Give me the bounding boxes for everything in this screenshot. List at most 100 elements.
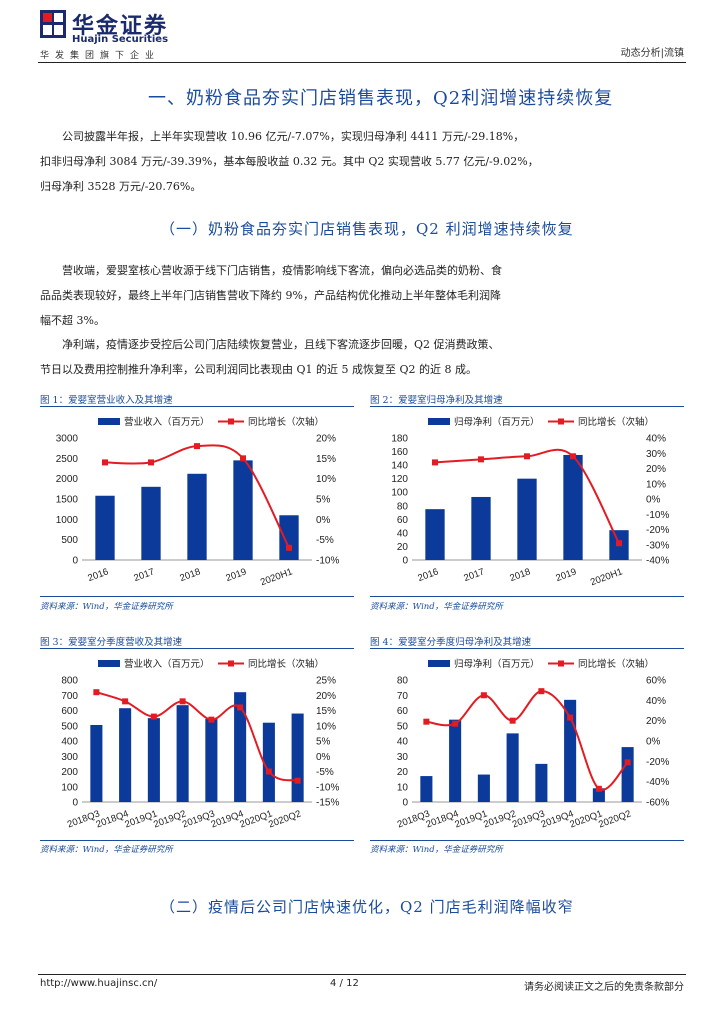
- bar: [621, 747, 634, 802]
- paragraph-1-line-2: 扣非归母净利 3084 万元/-39.39%，基本每股收益 0.32 元。其中 …: [40, 155, 539, 168]
- logo-text-cn: 华金证券: [72, 14, 169, 39]
- paragraph-2: 营收端，爱婴室核心营收源于线下门店销售，疫情影响线下客流，偏向必选品类的奶粉、食…: [40, 258, 685, 333]
- y2-tick-label: 20%: [316, 691, 336, 702]
- y2-tick-label: 30%: [646, 449, 666, 460]
- header-report-type: 动态分析|流镇: [620, 48, 684, 59]
- x-tick-label: 2020Q2: [267, 808, 303, 830]
- paragraph-2-line-2: 品品类表现较好，最终上半年门店销售营收下降约 9%，产品结构优化推动上半年整体毛…: [40, 289, 501, 302]
- y-tick-label: 80: [397, 501, 409, 512]
- x-tick-label: 2018: [178, 566, 202, 584]
- y-tick-label: 3000: [56, 434, 79, 445]
- y-tick-label: 40: [397, 737, 409, 748]
- growth-point: [179, 698, 186, 705]
- legend-swatch-bar: [428, 418, 450, 425]
- x-tick-label: 2020H1: [259, 566, 294, 588]
- bar: [119, 708, 132, 802]
- bar: [477, 774, 490, 802]
- growth-point: [148, 459, 154, 466]
- figure-2-title: 图 2：爱婴室归母净利及其增速: [370, 395, 503, 406]
- legend-marker-growth: [228, 418, 234, 425]
- logo-icon: [40, 10, 66, 38]
- y2-tick-label: -15%: [316, 798, 339, 809]
- y-tick-label: 1500: [56, 495, 79, 506]
- y2-tick-label: -20%: [646, 525, 669, 536]
- growth-point: [265, 768, 272, 775]
- bar: [449, 719, 462, 802]
- legend-label-bar: 营业收入（百万元）: [124, 658, 210, 670]
- chart-legend: 归母净利（百万元） 同比增长（次轴）: [428, 658, 654, 670]
- figure-2-source: 资料来源：Wind，华金证券研究所: [370, 602, 503, 612]
- bar: [471, 496, 491, 560]
- y-tick-label: 60: [397, 515, 409, 526]
- y-tick-label: 500: [61, 535, 78, 546]
- growth-point: [240, 455, 246, 462]
- chart-legend: 归母净利（百万元） 同比增长（次轴）: [428, 416, 654, 428]
- growth-point: [478, 456, 484, 463]
- y2-tick-label: 25%: [316, 676, 336, 687]
- chart-legend: 营业收入（百万元） 同比增长（次轴）: [98, 416, 324, 428]
- y-tick-label: 200: [61, 767, 78, 778]
- legend-label-growth: 同比增长（次轴）: [578, 658, 654, 670]
- figure-4-rule: [370, 648, 684, 649]
- growth-point: [286, 544, 292, 551]
- y-tick-label: 100: [391, 488, 408, 499]
- bar: [90, 724, 103, 802]
- footer-page-number: 4 / 12: [330, 978, 359, 989]
- y2-tick-label: -10%: [316, 782, 339, 793]
- legend-label-growth: 同比增长（次轴）: [248, 658, 324, 670]
- legend-label-bar: 归母净利（百万元）: [454, 416, 540, 428]
- x-tick-label: 2017: [132, 566, 156, 584]
- x-tick-label: 2020Q2: [597, 808, 633, 830]
- footer-url[interactable]: http://www.huajinsc.cn/: [40, 978, 158, 989]
- figure-3-rule: [40, 648, 354, 649]
- figure-3-source-rule: [40, 840, 354, 841]
- growth-point: [294, 777, 301, 784]
- y2-tick-label: 20%: [646, 464, 666, 475]
- y-tick-label: 0: [402, 556, 408, 567]
- y2-tick-label: -10%: [646, 510, 669, 521]
- y2-tick-label: 15%: [316, 454, 336, 465]
- paragraph-1: 公司披露半年报，上半年实现营收 10.96 亿元/-7.07%，实现归母净利 4…: [40, 124, 685, 199]
- growth-point: [423, 718, 430, 725]
- bar: [279, 515, 299, 560]
- x-tick-label: 2019: [554, 566, 578, 584]
- y-tick-label: 400: [61, 737, 78, 748]
- bar: [234, 692, 247, 802]
- growth-point: [237, 704, 244, 711]
- y2-tick-label: 5%: [316, 495, 331, 506]
- bar: [205, 718, 218, 802]
- growth-point: [567, 714, 574, 721]
- y-tick-label: 140: [391, 461, 408, 472]
- figure-1-rule: [40, 406, 354, 407]
- legend-marker-growth: [228, 660, 234, 667]
- chart-2: 归母净利（百万元） 同比增长（次轴） 0 20 40 60 80 100 120 140 160 18…: [391, 416, 669, 588]
- growth-point: [432, 459, 438, 466]
- y2-tick-label: -60%: [646, 798, 669, 809]
- y2-tick-label: -40%: [646, 556, 669, 567]
- figure-1-source: 资料来源：Wind，华金证券研究所: [40, 602, 173, 612]
- y-tick-label: 1000: [56, 515, 79, 526]
- legend-label-bar: 归母净利（百万元）: [454, 658, 540, 670]
- x-tick-label: 2020H1: [589, 566, 624, 588]
- figure-3-title: 图 3：爱婴室分季度营收及其增速: [40, 637, 183, 648]
- y-tick-label: 120: [391, 474, 408, 485]
- y-tick-label: 100: [61, 782, 78, 793]
- y-tick-label: 80: [397, 676, 409, 687]
- y2-tick-label: 10%: [316, 474, 336, 485]
- growth-point: [480, 692, 487, 699]
- paragraph-1-line-1: 公司披露半年报，上半年实现营收 10.96 亿元/-7.07%，实现归母净利 4…: [62, 130, 525, 143]
- paragraph-1-line-3: 归母净利 3528 万元/-20.76%。: [40, 180, 202, 193]
- legend-swatch-bar: [98, 660, 120, 667]
- growth-point: [93, 689, 100, 696]
- y2-tick-label: 20%: [646, 716, 666, 727]
- bar: [535, 763, 548, 802]
- y-tick-label: 2000: [56, 474, 79, 485]
- bar: [291, 713, 304, 802]
- figure-4-source-rule: [370, 840, 684, 841]
- paragraph-3: 净利端，疫情逐步受控后公司门店陆续恢复营业，且线下客流逐步回暖，Q2 促消费政策…: [40, 332, 685, 382]
- y-tick-label: 20: [397, 767, 409, 778]
- bar: [141, 486, 161, 560]
- y-tick-label: 60: [397, 706, 409, 717]
- y-tick-label: 0: [402, 798, 408, 809]
- growth-point: [595, 785, 602, 792]
